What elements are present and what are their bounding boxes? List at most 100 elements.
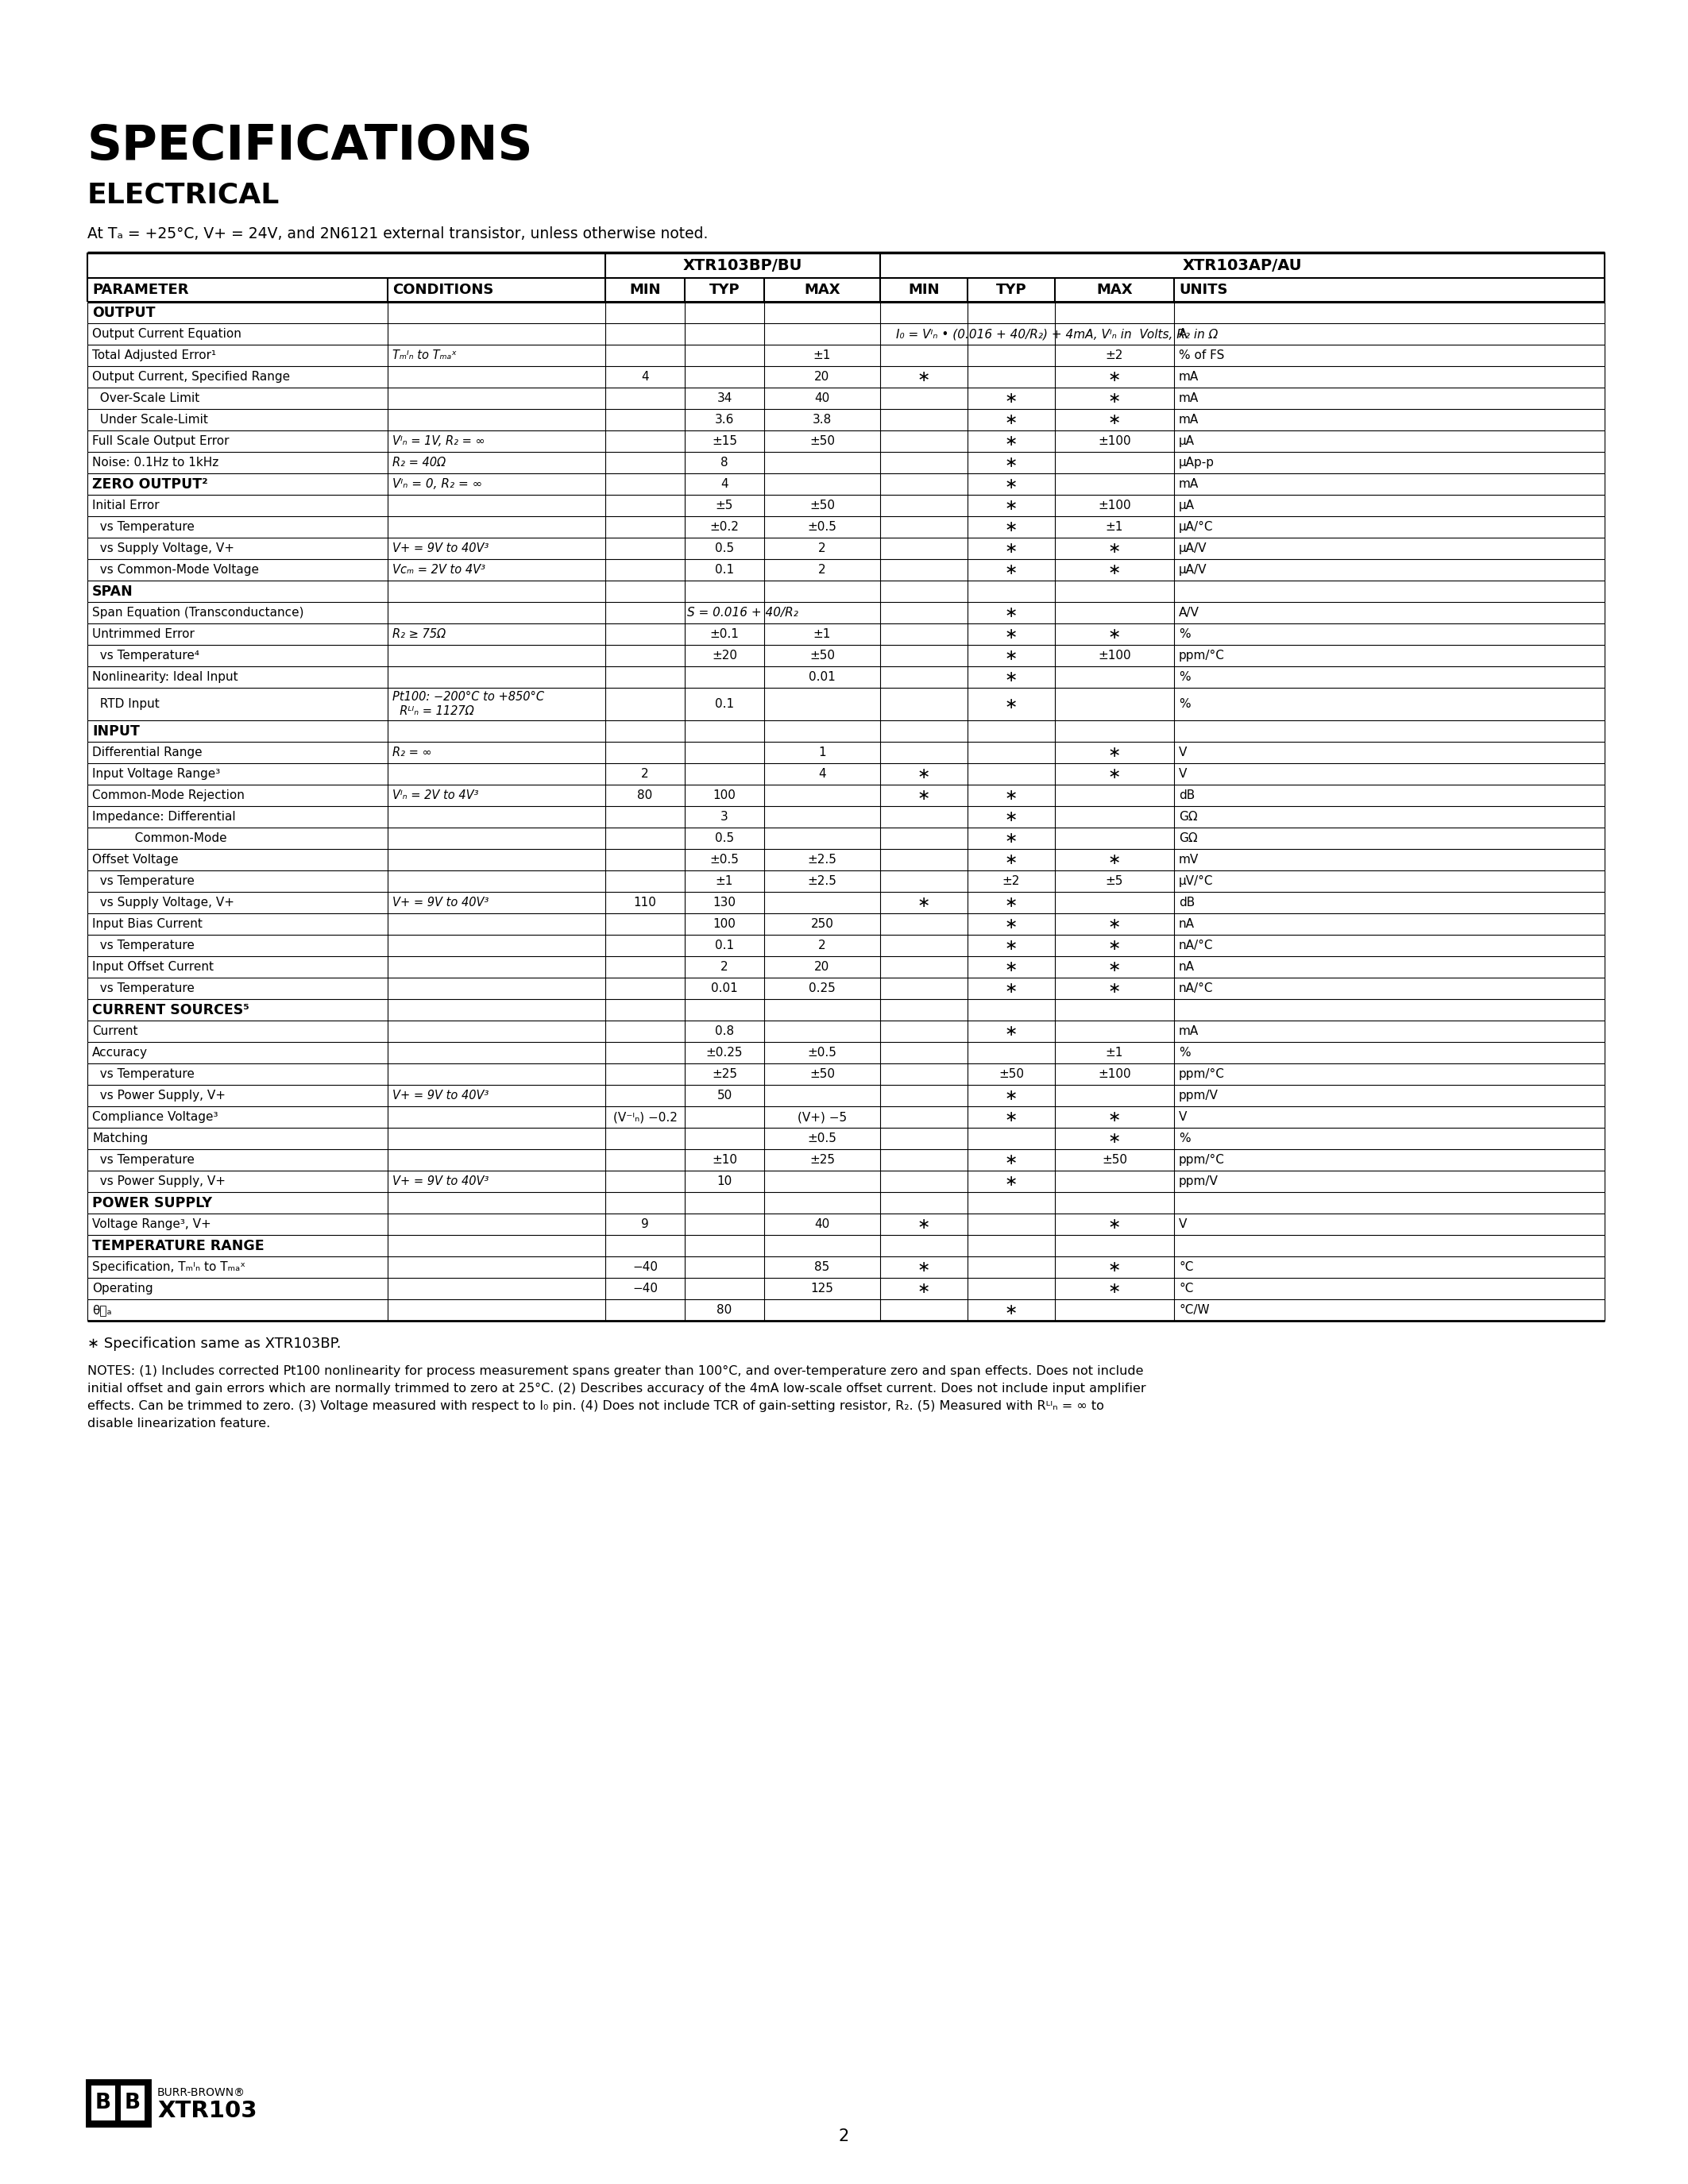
Text: NOTES: (1) Includes corrected Pt100 nonlinearity for process measurement spans g: NOTES: (1) Includes corrected Pt100 nonl… (88, 1365, 1143, 1378)
Text: ±25: ±25 (810, 1153, 836, 1166)
Text: effects. Can be trimmed to zero. (3) Voltage measured with respect to I₀ pin. (4: effects. Can be trimmed to zero. (3) Vol… (88, 1400, 1104, 1413)
Text: XTR103AP/AU: XTR103AP/AU (1183, 258, 1301, 273)
Bar (122, 2086, 145, 2121)
Text: θⰺₐ: θⰺₐ (93, 1304, 111, 1317)
Text: nA/°C: nA/°C (1178, 983, 1214, 994)
Text: 100: 100 (712, 788, 736, 802)
Text: R₂ ≥ 75Ω: R₂ ≥ 75Ω (392, 629, 446, 640)
Text: 50: 50 (717, 1090, 733, 1101)
Text: ∗: ∗ (1107, 1109, 1121, 1125)
Text: ∗: ∗ (1107, 767, 1121, 782)
Text: 40: 40 (815, 393, 830, 404)
Text: V+ = 9V to 40V³: V+ = 9V to 40V³ (392, 1090, 490, 1101)
Text: initial offset and gain errors which are normally trimmed to zero at 25°C. (2) D: initial offset and gain errors which are… (88, 1382, 1146, 1396)
Text: vs Temperature⁴: vs Temperature⁴ (93, 649, 199, 662)
Text: ∗: ∗ (1107, 369, 1121, 384)
Text: 1: 1 (819, 747, 825, 758)
Text: Voltage Range³, V+: Voltage Range³, V+ (93, 1219, 211, 1230)
Text: 2: 2 (819, 563, 825, 577)
Text: μA: μA (1178, 500, 1195, 511)
Text: XTR103BP/BU: XTR103BP/BU (684, 258, 802, 273)
Text: V: V (1178, 747, 1187, 758)
Text: 0.5: 0.5 (716, 542, 734, 555)
Text: ZERO OUTPUT²: ZERO OUTPUT² (93, 476, 208, 491)
Text: V+ = 9V to 40V³: V+ = 9V to 40V³ (392, 542, 490, 555)
Text: 80: 80 (717, 1304, 733, 1317)
Text: vs Power Supply, V+: vs Power Supply, V+ (93, 1090, 226, 1101)
Text: nA: nA (1178, 961, 1195, 972)
Text: 2: 2 (721, 961, 728, 972)
Text: 0.1: 0.1 (716, 939, 734, 952)
Text: 2: 2 (819, 542, 825, 555)
Text: ∗: ∗ (1004, 476, 1018, 491)
Text: 85: 85 (815, 1260, 830, 1273)
Text: 10: 10 (717, 1175, 733, 1188)
Text: ∗: ∗ (1004, 435, 1018, 448)
Text: μAp-p: μAp-p (1178, 456, 1215, 470)
Text: ∗: ∗ (1004, 605, 1018, 620)
Text: ELECTRICAL: ELECTRICAL (88, 181, 280, 207)
Text: Vᴄₘ = 2V to 4V³: Vᴄₘ = 2V to 4V³ (392, 563, 486, 577)
Text: V+ = 9V to 40V³: V+ = 9V to 40V³ (392, 898, 490, 909)
Text: Total Adjusted Error¹: Total Adjusted Error¹ (93, 349, 216, 360)
Text: ∗: ∗ (917, 788, 930, 804)
Text: ±50: ±50 (810, 435, 836, 448)
Text: UNITS: UNITS (1178, 282, 1227, 297)
Text: ppm/°C: ppm/°C (1178, 1068, 1225, 1081)
Text: 0.25: 0.25 (809, 983, 836, 994)
Text: SPECIFICATIONS: SPECIFICATIONS (88, 122, 533, 170)
Text: ±0.25: ±0.25 (706, 1046, 743, 1059)
Bar (88, 2081, 149, 2125)
Text: ∗: ∗ (1004, 788, 1018, 804)
Text: Full Scale Output Error: Full Scale Output Error (93, 435, 230, 448)
Text: ±0.1: ±0.1 (709, 629, 739, 640)
Text: ∗: ∗ (1004, 830, 1018, 845)
Text: Input Voltage Range³: Input Voltage Range³ (93, 769, 219, 780)
Text: Nonlinearity: Ideal Input: Nonlinearity: Ideal Input (93, 670, 238, 684)
Text: ±25: ±25 (712, 1068, 738, 1081)
Text: mV: mV (1178, 854, 1198, 865)
Text: ±1: ±1 (814, 349, 830, 360)
Text: TYP: TYP (996, 282, 1026, 297)
Text: 4: 4 (819, 769, 825, 780)
Text: ∗: ∗ (1107, 1282, 1121, 1295)
Text: B: B (125, 2092, 140, 2114)
Text: mA: mA (1178, 478, 1198, 489)
Text: PARAMETER: PARAMETER (93, 282, 189, 297)
Text: ±1: ±1 (814, 629, 830, 640)
Text: ∗: ∗ (1004, 1088, 1018, 1103)
Text: V: V (1178, 1112, 1187, 1123)
Text: MAX: MAX (1097, 282, 1133, 297)
Text: vs Supply Voltage, V+: vs Supply Voltage, V+ (93, 898, 235, 909)
Text: 3.8: 3.8 (812, 413, 832, 426)
Text: ±50: ±50 (810, 649, 836, 662)
Text: I₀ = Vᴵₙ • (0.016 + 40/R₂) + 4mA, Vᴵₙ in  Volts, R₂ in Ω: I₀ = Vᴵₙ • (0.016 + 40/R₂) + 4mA, Vᴵₙ in… (896, 328, 1219, 341)
Text: V+ = 9V to 40V³: V+ = 9V to 40V³ (392, 1175, 490, 1188)
Text: ∗: ∗ (1004, 810, 1018, 823)
Text: (V+) −5: (V+) −5 (797, 1112, 847, 1123)
Text: vs Power Supply, V+: vs Power Supply, V+ (93, 1175, 226, 1188)
Text: ∗: ∗ (1107, 959, 1121, 974)
Text: ∗: ∗ (1004, 1024, 1018, 1040)
Text: Operating: Operating (93, 1282, 154, 1295)
Text: ±5: ±5 (716, 500, 733, 511)
Text: Vᴵₙ = 0, R₂ = ∞: Vᴵₙ = 0, R₂ = ∞ (392, 478, 483, 489)
Text: ∗: ∗ (1107, 1260, 1121, 1275)
Text: ∗: ∗ (1107, 561, 1121, 577)
Text: nA/°C: nA/°C (1178, 939, 1214, 952)
Text: ±0.5: ±0.5 (807, 1046, 837, 1059)
Text: ∗: ∗ (917, 1216, 930, 1232)
Text: %: % (1178, 1133, 1190, 1144)
Text: Untrimmed Error: Untrimmed Error (93, 629, 194, 640)
Text: CONDITIONS: CONDITIONS (392, 282, 493, 297)
Text: ∗: ∗ (1107, 981, 1121, 996)
Text: ±2: ±2 (1003, 876, 1020, 887)
Text: ±1: ±1 (716, 876, 733, 887)
Text: ±50: ±50 (810, 500, 836, 511)
Text: 130: 130 (712, 898, 736, 909)
Text: OUTPUT: OUTPUT (93, 306, 155, 319)
Text: % of FS: % of FS (1178, 349, 1224, 360)
Text: 34: 34 (717, 393, 733, 404)
Text: 0.1: 0.1 (716, 563, 734, 577)
Text: MIN: MIN (908, 282, 940, 297)
